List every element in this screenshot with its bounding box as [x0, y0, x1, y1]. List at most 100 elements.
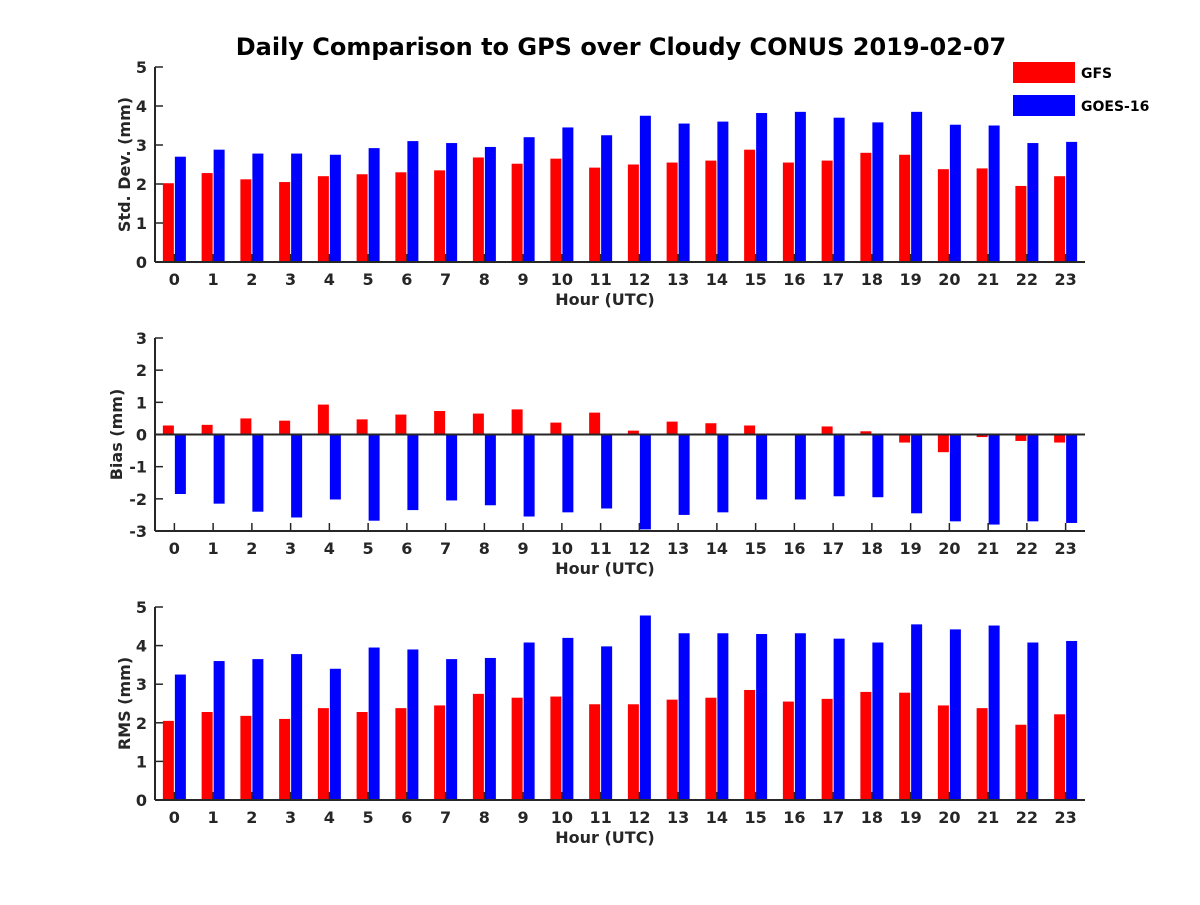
x-tick-label: 15	[744, 808, 766, 827]
bar-gfs-9	[511, 409, 523, 435]
x-tick-label: 10	[551, 539, 573, 558]
bar-goes-16-15	[756, 434, 768, 500]
bar-goes-16-16	[794, 111, 806, 262]
bar-gfs-0	[162, 720, 174, 800]
x-tick-label: 2	[246, 808, 257, 827]
bar-goes-16-7	[446, 434, 458, 501]
legend-swatch-goes-16	[1013, 95, 1075, 116]
bar-goes-16-16	[794, 434, 806, 500]
bar-gfs-15	[744, 425, 756, 435]
x-tick-label: 5	[363, 270, 374, 289]
y-tick-label: 4	[136, 637, 147, 656]
x-tick-label: 4	[324, 270, 335, 289]
x-tick-label: 22	[1016, 270, 1038, 289]
x-tick-label: 16	[783, 539, 805, 558]
bar-gfs-5	[356, 711, 368, 800]
bar-gfs-2	[240, 418, 252, 435]
x-tick-label: 1	[208, 808, 219, 827]
bar-gfs-8	[472, 157, 484, 262]
bar-gfs-1	[201, 173, 213, 262]
x-tick-label: 8	[479, 539, 490, 558]
bar-gfs-23	[1054, 176, 1066, 262]
legend-swatch-gfs	[1013, 62, 1075, 83]
x-tick-label: 11	[589, 808, 611, 827]
y-axis-label: RMS (mm)	[115, 657, 134, 750]
bar-gfs-11	[589, 167, 601, 262]
bar-gfs-7	[434, 170, 446, 262]
bar-gfs-19	[899, 434, 911, 443]
y-tick-label: 5	[136, 58, 147, 77]
bar-gfs-7	[434, 411, 446, 435]
x-tick-label: 17	[822, 270, 844, 289]
bar-goes-16-14	[717, 121, 729, 262]
bar-gfs-5	[356, 419, 368, 435]
y-tick-label: 0	[136, 791, 147, 810]
bar-gfs-19	[899, 692, 911, 800]
bar-goes-16-3	[291, 153, 303, 262]
x-tick-label: 7	[440, 270, 451, 289]
bar-gfs-10	[550, 696, 562, 800]
y-tick-label: 1	[136, 214, 147, 233]
bar-gfs-4	[317, 708, 329, 800]
bar-goes-16-15	[756, 634, 768, 800]
bar-goes-16-1	[213, 149, 225, 262]
x-tick-label: 15	[744, 270, 766, 289]
x-tick-label: 3	[285, 808, 296, 827]
bar-gfs-5	[356, 174, 368, 262]
bar-goes-16-22	[1027, 143, 1039, 262]
bar-goes-16-7	[446, 659, 458, 800]
x-tick-label: 16	[783, 270, 805, 289]
bar-goes-16-6	[407, 649, 419, 800]
bar-goes-16-2	[252, 153, 264, 262]
x-tick-label: 16	[783, 808, 805, 827]
x-tick-label: 17	[822, 808, 844, 827]
bar-gfs-4	[317, 176, 329, 262]
x-tick-label: 21	[977, 270, 999, 289]
bar-gfs-16	[782, 162, 794, 262]
bar-goes-16-8	[484, 657, 496, 800]
bar-gfs-11	[589, 704, 601, 800]
bar-goes-16-20	[949, 629, 961, 800]
y-tick-label: -3	[129, 522, 147, 541]
bar-goes-16-9	[523, 137, 535, 262]
bar-goes-16-4	[329, 668, 341, 800]
bar-gfs-10	[550, 422, 562, 435]
bar-gfs-12	[627, 430, 639, 435]
bar-goes-16-8	[484, 434, 496, 506]
x-tick-label: 9	[518, 808, 529, 827]
bar-gfs-22	[1015, 185, 1027, 262]
x-tick-label: 5	[363, 808, 374, 827]
x-tick-label: 6	[401, 539, 412, 558]
bar-goes-16-15	[756, 113, 768, 263]
bar-goes-16-0	[174, 674, 186, 800]
x-tick-label: 23	[1054, 539, 1076, 558]
x-tick-label: 21	[977, 808, 999, 827]
bar-goes-16-22	[1027, 434, 1039, 522]
bar-goes-16-12	[639, 115, 651, 262]
x-tick-label: 12	[628, 539, 650, 558]
x-tick-label: 17	[822, 539, 844, 558]
bar-goes-16-4	[329, 154, 341, 262]
x-tick-label: 11	[589, 539, 611, 558]
x-tick-label: 13	[667, 539, 689, 558]
bar-goes-16-8	[484, 146, 496, 262]
x-tick-label: 18	[861, 270, 883, 289]
bar-goes-16-4	[329, 434, 341, 500]
x-tick-label: 0	[169, 808, 180, 827]
y-tick-label: 2	[136, 361, 147, 380]
bar-gfs-22	[1015, 724, 1027, 800]
bar-gfs-9	[511, 163, 523, 262]
x-tick-label: 4	[324, 539, 335, 558]
x-tick-label: 7	[440, 539, 451, 558]
bar-gfs-11	[589, 412, 601, 435]
x-tick-label: 3	[285, 539, 296, 558]
x-tick-label: 22	[1016, 539, 1038, 558]
bar-goes-16-0	[174, 156, 186, 262]
bar-goes-16-10	[562, 127, 574, 262]
y-tick-label: 5	[136, 598, 147, 617]
bar-goes-16-3	[291, 434, 303, 518]
x-tick-label: 20	[938, 808, 960, 827]
bar-gfs-12	[627, 164, 639, 262]
bar-gfs-8	[472, 693, 484, 800]
